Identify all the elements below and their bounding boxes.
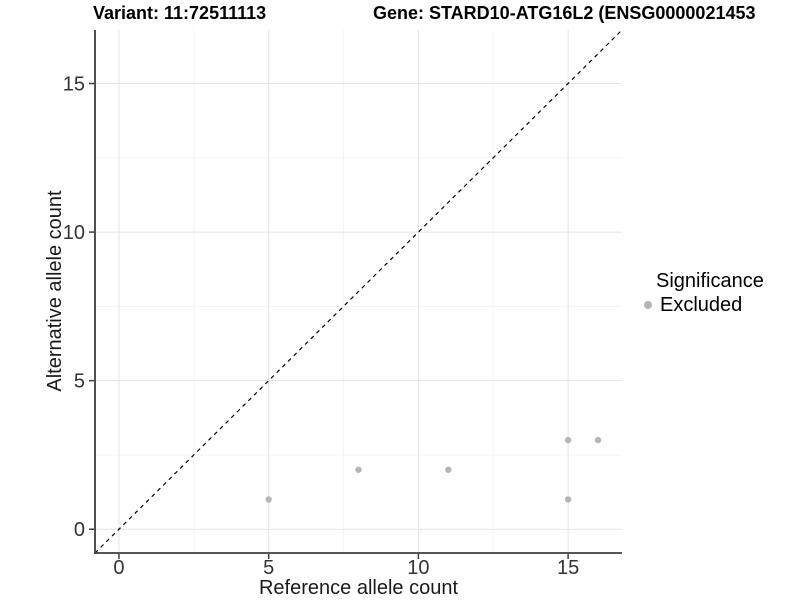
identity-line [94,29,623,554]
axis-ticks [89,82,569,559]
x-tick-label: 0 [113,557,124,579]
y-tick-label: 10 [63,222,85,244]
axis-lines [94,30,622,554]
legend-title: Significance [656,270,764,292]
x-tick-label: 5 [263,557,274,579]
legend-item-excluded: Excluded [644,294,764,316]
data-point [265,496,272,503]
y-axis-title: Alternative allele count [44,190,66,392]
data-point [355,466,362,473]
y-tick-label: 15 [63,73,85,95]
y-tick-label: 0 [74,519,85,541]
legend-item-label: Excluded [660,293,743,316]
tick-labels: 0 5 10 15 0 5 10 15 [63,73,579,579]
x-tick-label: 10 [407,557,429,579]
x-tick-label: 15 [557,557,579,579]
x-axis-title: Reference allele count [258,577,458,599]
variant-title: Variant: 11:72511113 [93,3,267,23]
data-point [564,496,572,503]
gene-title: Gene: STARD10-ATG16L2 (ENSG0000021453 [373,3,756,23]
data-point [594,436,602,444]
data-point [445,466,452,473]
data-points [265,436,602,503]
legend-key-dot [644,301,652,309]
y-tick-label: 5 [74,371,85,393]
gridlines-minor [95,30,622,553]
gridlines-major [95,30,622,553]
data-point [564,436,572,444]
legend: Significance Excluded [644,270,764,316]
